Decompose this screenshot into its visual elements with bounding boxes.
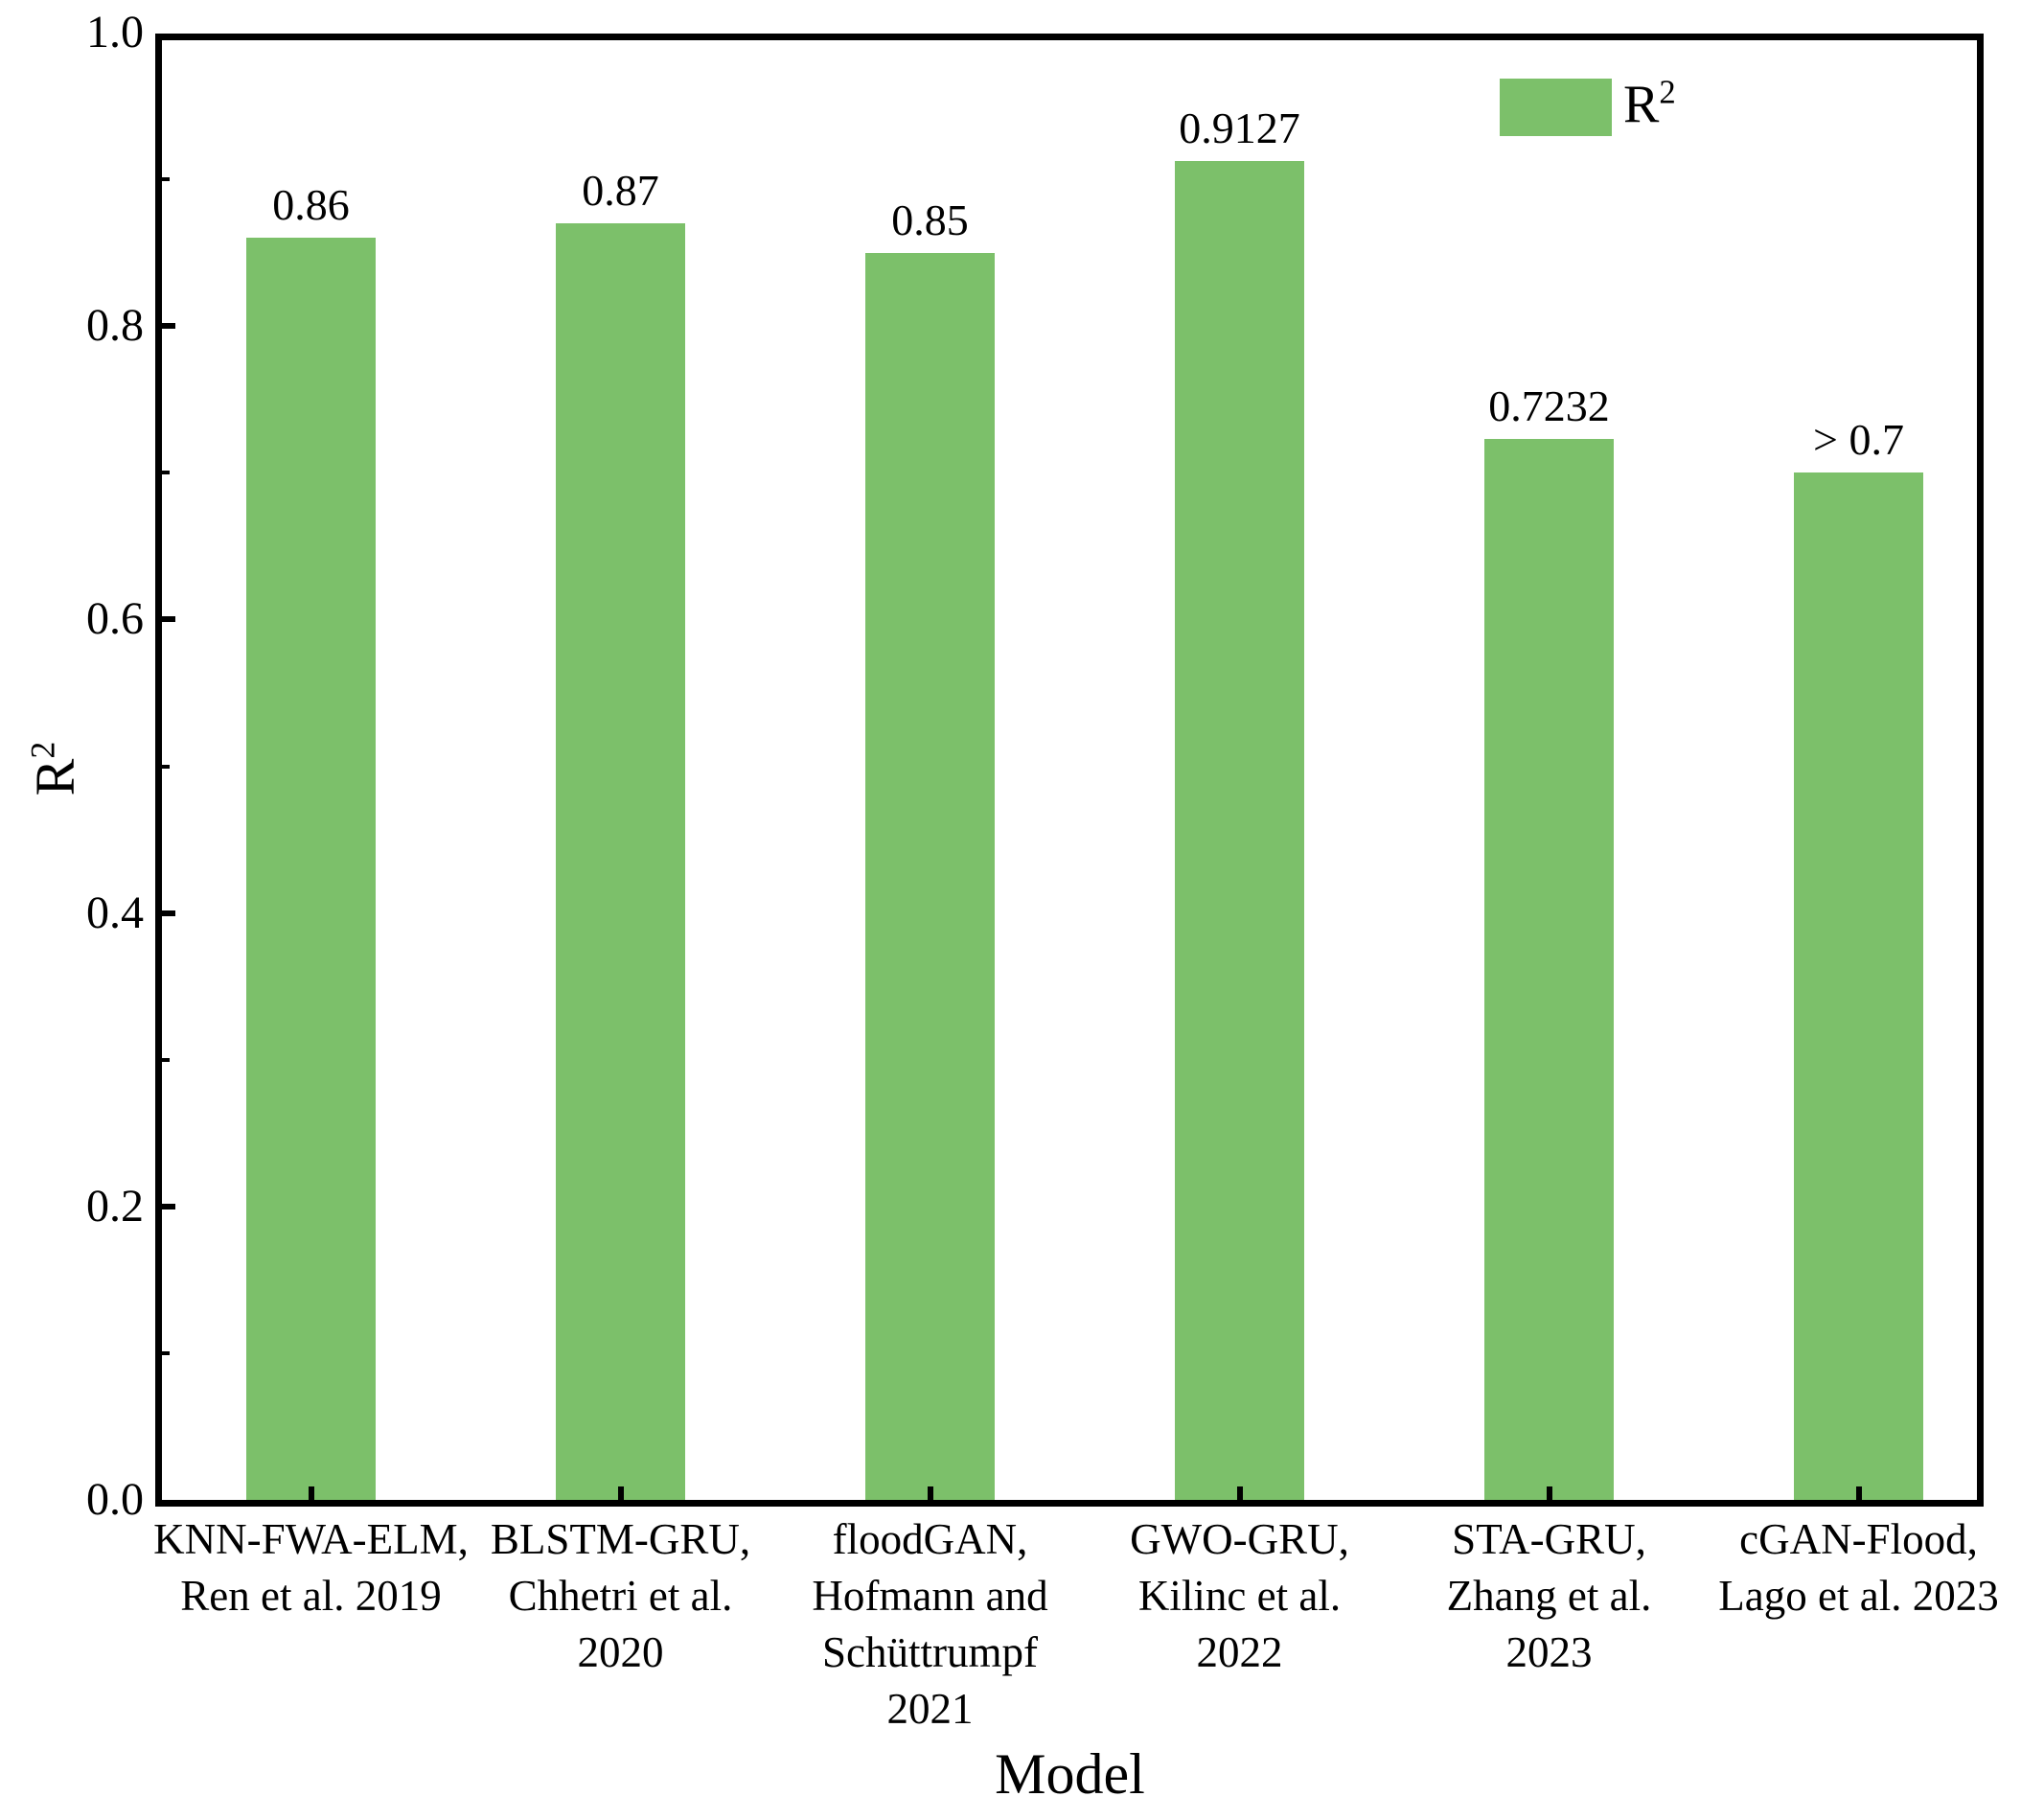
bar-1 — [246, 238, 376, 1500]
x-category-label-line: GWO-GRU, — [1130, 1515, 1349, 1563]
y-axis-title-superscript: 2 — [23, 741, 62, 759]
y-axis-tick-label-0.6: 0.6 — [86, 593, 144, 645]
x-category-label-line: 2022 — [1196, 1628, 1283, 1676]
legend-color-swatch — [1500, 79, 1612, 136]
y-axis-minor-tick — [162, 177, 170, 182]
legend-label-superscript: 2 — [1659, 72, 1676, 110]
x-category-label-2: BLSTM-GRU, Chhetri et al. 2020 — [429, 1511, 813, 1681]
x-category-label-line: BLSTM-GRU, — [490, 1515, 751, 1563]
x-category-label-1: KNN-FWA-ELM, Ren et al. 2019 — [120, 1511, 503, 1624]
bar-5 — [1484, 438, 1614, 1500]
x-axis-tick-2 — [617, 1486, 624, 1500]
bar-4 — [1175, 160, 1304, 1500]
legend: R2 — [1500, 72, 1676, 136]
x-axis-title: Model — [995, 1742, 1145, 1806]
bar-6 — [1794, 472, 1923, 1500]
bar-value-label-6: > 0.7 — [1813, 415, 1904, 465]
plot-left-spine — [155, 34, 162, 1507]
x-category-label-line: Lago et al. 2023 — [1718, 1572, 1999, 1620]
x-axis-tick-6 — [1855, 1486, 1862, 1500]
x-category-label-line: 2021 — [886, 1685, 974, 1733]
x-category-label-line: Kilinc et al. — [1137, 1572, 1342, 1620]
y-axis-minor-tick — [162, 471, 170, 475]
y-axis-title-base: R — [24, 758, 86, 796]
y-axis-major-tick-0.6 — [162, 616, 175, 623]
plot-bottom-spine — [155, 1500, 1984, 1507]
y-axis-tick-label-1.0: 1.0 — [86, 7, 144, 58]
bar-value-label-4: 0.9127 — [1179, 103, 1300, 152]
x-axis-tick-5 — [1546, 1486, 1552, 1500]
y-axis-major-tick-0.2 — [162, 1203, 175, 1209]
bar-3 — [865, 252, 995, 1500]
y-axis-tick-label-0.0: 0.0 — [86, 1474, 144, 1525]
y-axis-minor-tick — [162, 1350, 170, 1355]
y-axis-tick-label-0.4: 0.4 — [86, 887, 144, 938]
y-axis-tick-label-0.8: 0.8 — [86, 300, 144, 352]
x-axis-tick-4 — [1236, 1486, 1243, 1500]
x-category-label-5: STA-GRU, Zhang et al. 2023 — [1358, 1511, 1741, 1681]
x-category-label-3: floodGAN, Hofmann and Schüttrumpf 2021 — [739, 1511, 1122, 1738]
plot-right-spine — [1977, 34, 1984, 1507]
plot-top-spine — [155, 34, 1984, 40]
bar-2 — [556, 223, 685, 1500]
x-category-label-line: Chhetri et al. — [508, 1572, 733, 1620]
bar-value-label-3: 0.85 — [891, 195, 969, 244]
y-axis-major-tick-0.8 — [162, 323, 175, 330]
y-axis-title: R2 — [23, 670, 86, 867]
x-category-label-line: Zhang et al. — [1446, 1572, 1652, 1620]
bar-value-label-2: 0.87 — [582, 166, 659, 216]
x-axis-tick-3 — [927, 1486, 933, 1500]
y-axis-tick-label-0.2: 0.2 — [86, 1180, 144, 1232]
x-category-label-line: Hofmann and — [812, 1572, 1048, 1620]
x-category-label-line: Schüttrumpf — [822, 1628, 1038, 1676]
y-axis-minor-tick — [162, 764, 170, 769]
x-category-label-line: STA-GRU, — [1452, 1515, 1646, 1563]
y-axis-minor-tick — [162, 1057, 170, 1062]
legend-label-base: R — [1623, 74, 1660, 134]
x-category-label-line: KNN-FWA-ELM, — [153, 1515, 469, 1563]
x-category-label-line: 2023 — [1505, 1628, 1593, 1676]
x-axis-tick-1 — [308, 1486, 314, 1500]
bar-value-label-1: 0.86 — [272, 180, 350, 230]
x-category-label-line: cGAN-Flood, — [1739, 1515, 1978, 1563]
x-category-label-line: 2020 — [577, 1628, 664, 1676]
x-category-label-line: Ren et al. 2019 — [180, 1572, 442, 1620]
x-category-label-line: floodGAN, — [832, 1515, 1028, 1563]
x-category-label-4: GWO-GRU, Kilinc et al. 2022 — [1048, 1511, 1432, 1681]
legend-label: R2 — [1623, 72, 1676, 134]
bar-value-label-5: 0.7232 — [1488, 380, 1610, 430]
y-axis-major-tick-0.4 — [162, 910, 175, 916]
x-category-label-6: cGAN-Flood, Lago et al. 2023 — [1667, 1511, 2021, 1624]
